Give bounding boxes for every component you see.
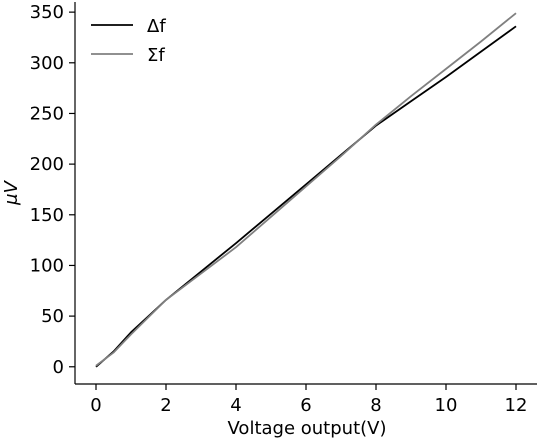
legend: Δf Σf <box>91 16 166 66</box>
legend-label-0: Δf <box>147 16 166 37</box>
series-layer <box>95 12 517 368</box>
series-line-0 <box>95 25 517 368</box>
y-tick-label: 200 <box>30 154 64 175</box>
y-tick-label: 300 <box>30 53 64 74</box>
x-tick-label: 10 <box>435 395 458 416</box>
x-tick-label: 2 <box>160 395 171 416</box>
series-line-1 <box>95 12 517 367</box>
y-tick-label: 350 <box>30 2 64 23</box>
x-axis-label: Voltage output(V) <box>228 418 387 438</box>
x-tick-label: 8 <box>370 395 381 416</box>
y-tick-label: 150 <box>30 205 64 226</box>
x-tick-label: 12 <box>505 395 528 416</box>
x-tick-label: 0 <box>90 395 101 416</box>
x-tick-label: 6 <box>300 395 311 416</box>
y-tick-label: 100 <box>30 255 64 276</box>
y-axis-label: μV <box>1 179 22 205</box>
y-tick-label: 250 <box>30 103 64 124</box>
y-ticks: 0 50 100 150 200 250 300 350 <box>30 2 75 378</box>
y-tick-label: 50 <box>41 306 64 327</box>
axes-layer: 0 2 4 6 8 10 12 0 50 100 150 200 250 300 350 <box>30 2 537 416</box>
legend-label-1: Σf <box>147 45 165 66</box>
y-tick-label: 0 <box>53 357 64 378</box>
x-tick-label: 4 <box>230 395 241 416</box>
x-ticks: 0 2 4 6 8 10 12 <box>90 384 527 416</box>
